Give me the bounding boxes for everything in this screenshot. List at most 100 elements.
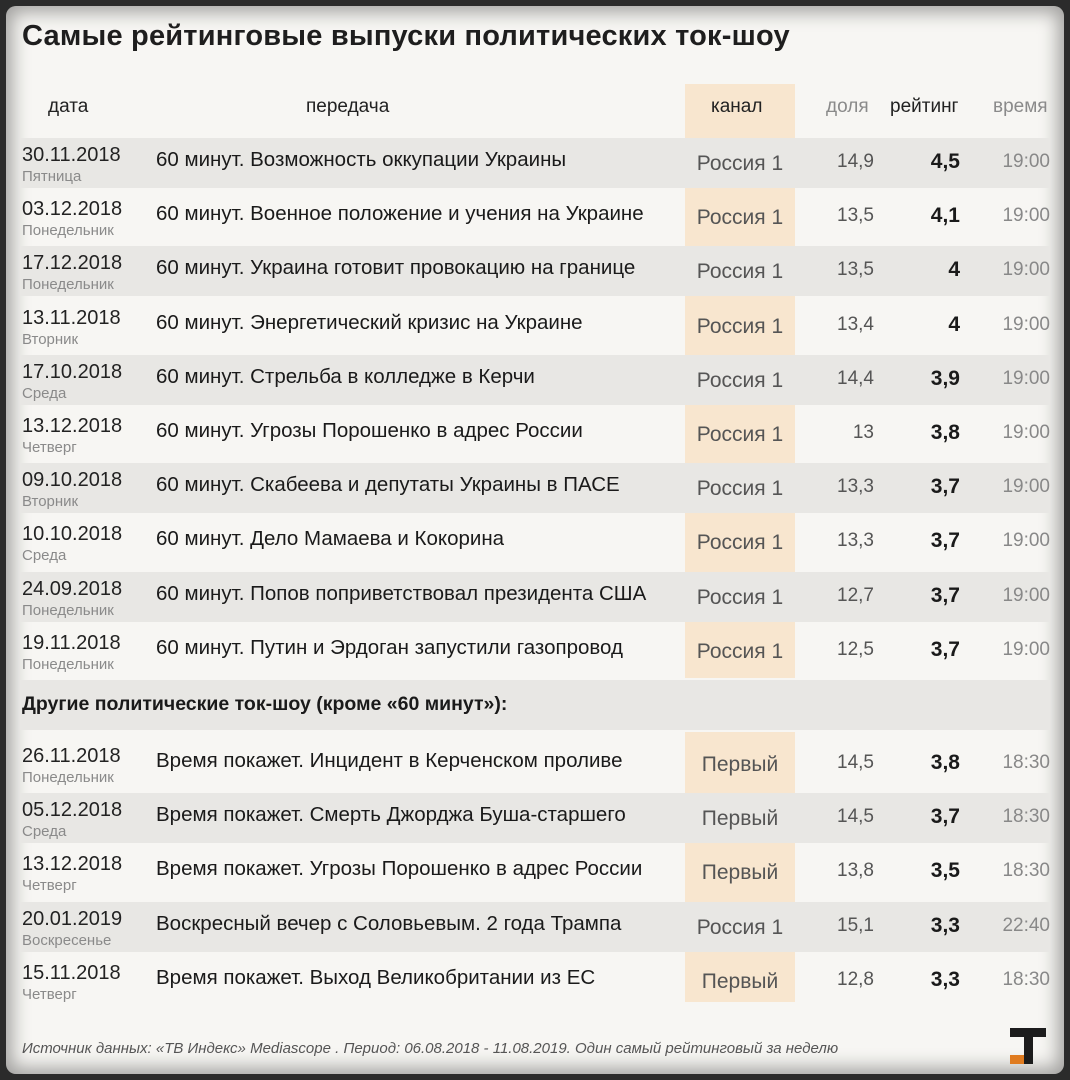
table-row: 10.10.2018 Среда 60 минут. Дело Мамаева и … — [20, 517, 1050, 567]
row-channel: Россия 1 — [696, 585, 784, 609]
row-share: 13 — [852, 422, 874, 443]
header-rating: рейтинг — [890, 96, 959, 117]
row-channel: Первый — [701, 969, 779, 993]
row-share: 12,5 — [837, 638, 874, 660]
row-weekday: Понедельник — [22, 769, 114, 786]
table-row: 09.10.2018 Вторник 60 минут. Скабеева и де… — [20, 463, 1050, 514]
row-show-title: 60 минут. Скабеева и депутаты Украины в … — [156, 473, 620, 497]
table-row: 19.11.2018 Понедельник 60 минут. Путин и Э… — [20, 626, 1050, 676]
row-weekday: Четверг — [22, 985, 77, 1003]
row-channel: Россия 1 — [696, 314, 784, 338]
row-show-title: Время покажет. Смерть Джорджа Буша-старш… — [156, 803, 626, 827]
row-date: 13.11.2018 — [22, 306, 121, 329]
table-row: 30.11.2018 Пятница 60 минут. Возможность о… — [20, 138, 1050, 188]
header-time: время — [993, 96, 1048, 117]
table-row: 13.12.2018 Четверг Время покажет. Угрозы П… — [20, 847, 1050, 897]
row-show-title: 60 минут. Стрельба в колледже в Керчи — [156, 364, 535, 388]
row-show-title: 60 минут. Путин и Эрдоган запустили газо… — [156, 635, 623, 659]
row-channel: Первый — [701, 807, 779, 831]
row-airtime: 19:00 — [1002, 476, 1050, 498]
row-show-title: Время покажет. Угрозы Порошенко в адрес … — [156, 857, 643, 881]
infographic-card: Самые рейтинговые выпуски политических т… — [6, 6, 1064, 1074]
row-date: 26.11.2018 — [22, 745, 121, 767]
row-date: 19.11.2018 — [22, 631, 121, 654]
table-row: 15.11.2018 Четверг Время покажет. Выход Ве… — [20, 956, 1050, 1006]
row-share: 13,3 — [837, 530, 874, 552]
row-share: 14,5 — [837, 752, 874, 773]
row-share: 14,5 — [837, 806, 874, 828]
row-weekday: Среда — [22, 384, 67, 402]
row-airtime: 19:00 — [1002, 151, 1050, 172]
row-channel: Россия 1 — [696, 477, 784, 501]
row-show-title: Время покажет. Инцидент в Керченском про… — [156, 749, 623, 772]
row-airtime: 19:00 — [1002, 205, 1050, 227]
row-share: 15,1 — [837, 914, 874, 936]
table-row: 26.11.2018 Понедельник Время покажет. Инци… — [20, 739, 1050, 789]
row-date: 20.01.2019 — [22, 907, 123, 930]
row-date: 17.12.2018 — [22, 252, 123, 275]
row-rating: 4 — [948, 258, 960, 282]
row-date: 30.11.2018 — [22, 144, 121, 166]
other-shows-section-title: Другие политические ток-шоу (кроме «60 м… — [22, 693, 508, 715]
row-channel: Россия 1 — [696, 368, 784, 392]
row-share: 12,8 — [837, 968, 874, 990]
row-channel: Россия 1 — [696, 206, 784, 230]
table-row: 03.12.2018 Понедельник 60 минут. Военное п… — [20, 192, 1050, 242]
row-weekday: Понедельник — [22, 222, 114, 240]
row-share: 14,9 — [837, 151, 874, 172]
header-share: доля — [826, 96, 869, 117]
table-row: 13.12.2018 Четверг 60 минут. Угрозы Пороше… — [20, 409, 1050, 459]
row-rating: 3,3 — [930, 967, 960, 991]
row-rating: 3,7 — [930, 529, 960, 553]
row-channel: Россия 1 — [696, 423, 784, 446]
row-channel: Россия 1 — [696, 531, 784, 555]
row-date: 24.09.2018 — [22, 577, 123, 600]
row-weekday: Среда — [22, 823, 67, 841]
row-rating: 3,8 — [930, 751, 960, 774]
row-rating: 3,5 — [930, 859, 960, 883]
row-rating: 4,1 — [930, 204, 960, 228]
row-share: 13,5 — [837, 205, 874, 227]
row-airtime: 22:40 — [1002, 914, 1050, 936]
table-row: 17.12.2018 Понедельник 60 минут. Украина г… — [20, 246, 1050, 297]
header-show: передача — [306, 96, 390, 117]
row-share: 13,3 — [837, 476, 874, 498]
row-share: 14,4 — [837, 367, 874, 389]
row-show-title: Воскресный вечер с Соловьевым. 2 года Тр… — [156, 911, 622, 935]
row-show-title: 60 минут. Украина готовит провокацию на … — [156, 256, 636, 280]
table-row: 24.09.2018 Понедельник 60 минут. Попов поп… — [20, 571, 1050, 622]
table-row: 17.10.2018 Среда 60 минут. Стрельба в колл… — [20, 354, 1050, 405]
row-share: 13,5 — [837, 259, 874, 281]
row-channel: Россия 1 — [696, 639, 784, 663]
row-channel: Первый — [701, 753, 779, 776]
row-date: 13.12.2018 — [22, 415, 123, 437]
row-channel: Первый — [701, 861, 779, 885]
row-airtime: 19:00 — [1002, 584, 1050, 606]
table-row: 20.01.2019 Воскресенье Воскресный вечер с … — [20, 901, 1050, 952]
row-weekday: Четверг — [22, 877, 77, 895]
row-weekday: Пятница — [22, 168, 82, 185]
page-title: Самые рейтинговые выпуски политических т… — [22, 20, 790, 52]
row-weekday: Вторник — [22, 330, 79, 348]
row-rating: 3,7 — [930, 805, 960, 829]
row-show-title: 60 минут. Возможность оккупации Украины — [156, 148, 567, 171]
source-footnote: Источник данных: «ТВ Индекс» Mediascope … — [22, 1040, 839, 1057]
row-show-title: 60 минут. Попов поприветствовал президен… — [156, 581, 647, 605]
row-airtime: 18:30 — [1002, 968, 1050, 990]
row-airtime: 19:00 — [1002, 638, 1050, 660]
row-rating: 4,5 — [930, 150, 960, 173]
row-weekday: Вторник — [22, 493, 79, 511]
row-airtime: 19:00 — [1002, 422, 1050, 443]
row-date: 15.11.2018 — [22, 961, 121, 984]
row-date: 09.10.2018 — [22, 469, 123, 492]
row-channel: Россия 1 — [696, 152, 784, 175]
row-date: 10.10.2018 — [22, 523, 123, 546]
row-weekday: Понедельник — [22, 276, 114, 294]
row-channel: Россия 1 — [696, 915, 784, 939]
row-airtime: 19:00 — [1002, 530, 1050, 552]
row-airtime: 18:30 — [1002, 752, 1050, 773]
row-rating: 3,3 — [930, 913, 960, 937]
row-rating: 3,7 — [930, 583, 960, 607]
row-share: 12,7 — [837, 584, 874, 606]
row-show-title: 60 минут. Военное положение и учения на … — [156, 202, 644, 226]
